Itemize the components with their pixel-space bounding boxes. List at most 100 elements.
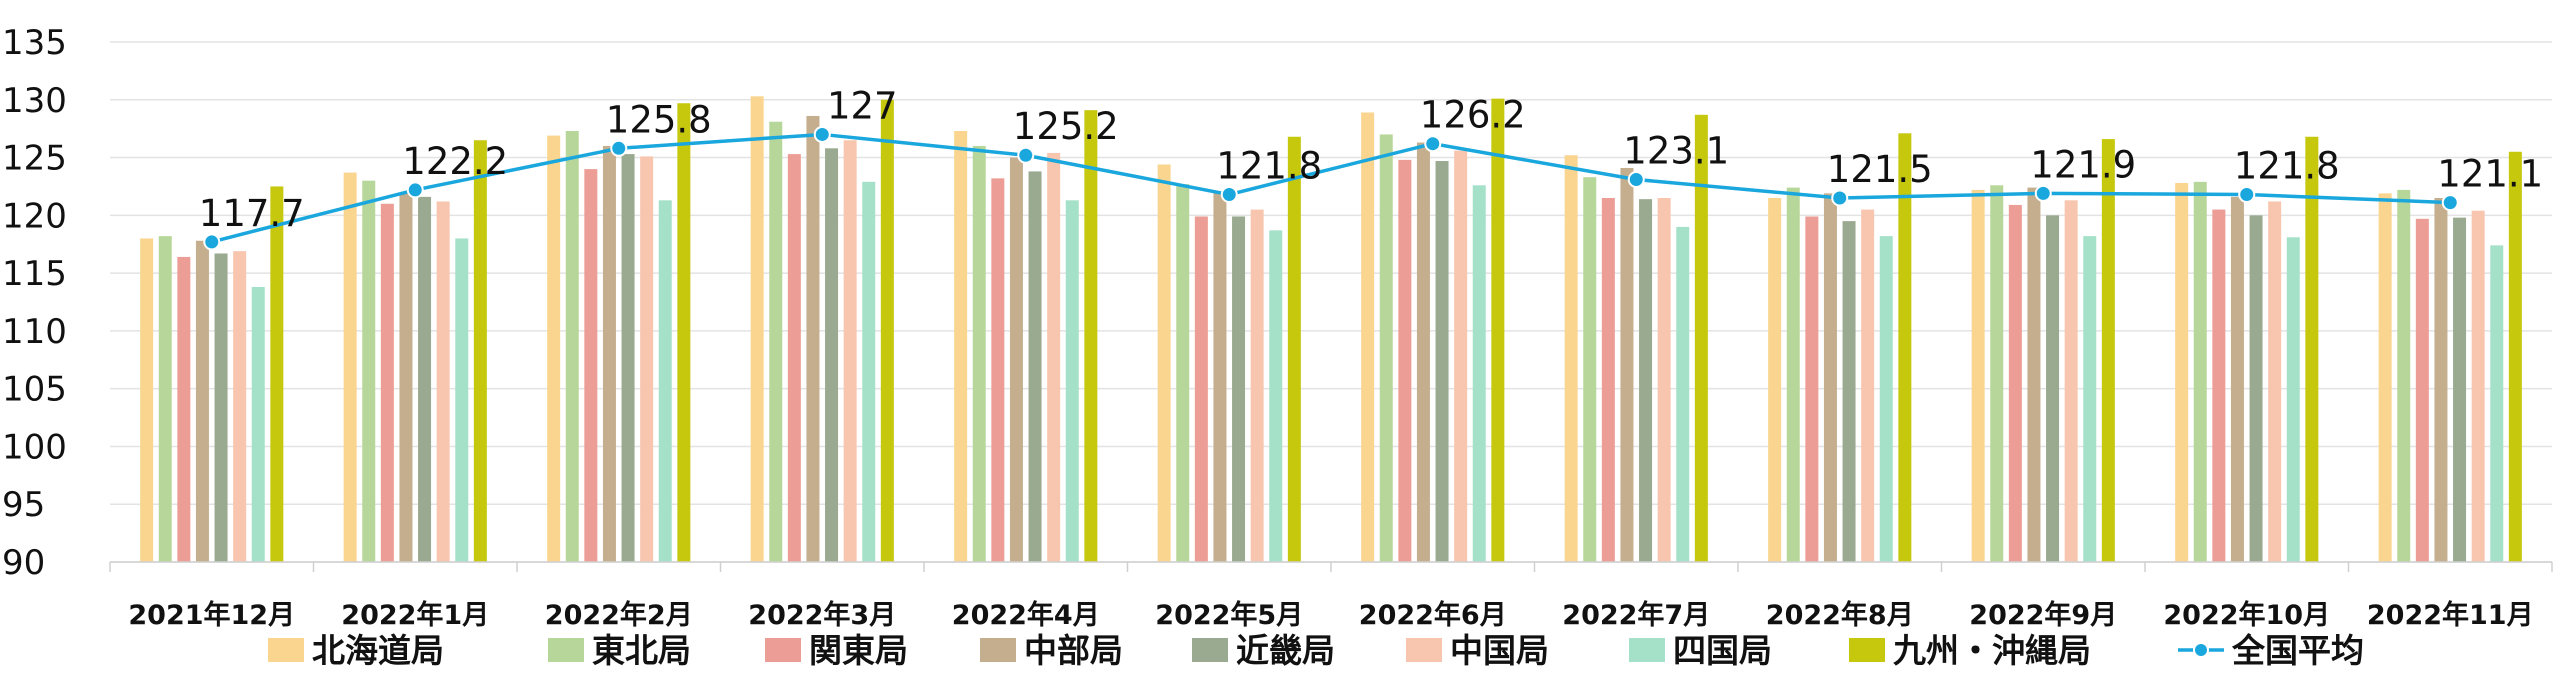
bar bbox=[1620, 167, 1634, 562]
bar bbox=[2508, 151, 2522, 562]
data-label: 127 bbox=[827, 84, 898, 127]
line-point bbox=[1220, 186, 1238, 204]
bar bbox=[1157, 164, 1171, 562]
bar bbox=[1213, 192, 1227, 562]
legend-label: 近畿局 bbox=[1236, 631, 1335, 670]
bar bbox=[1232, 216, 1246, 562]
bar bbox=[195, 240, 209, 562]
bar bbox=[1472, 185, 1486, 563]
bar bbox=[2046, 215, 2060, 563]
bar bbox=[214, 253, 228, 562]
bar bbox=[1176, 184, 1190, 562]
x-tick-label: 2022年9月 bbox=[1969, 599, 2117, 631]
bar bbox=[1694, 114, 1708, 563]
legend-swatch bbox=[548, 638, 584, 662]
bar bbox=[1250, 209, 1264, 563]
bar bbox=[2064, 200, 2078, 563]
grid-lines bbox=[110, 41, 2552, 563]
legend-label: 中部局 bbox=[1024, 631, 1123, 670]
bar bbox=[2286, 237, 2300, 563]
bar bbox=[1861, 209, 1875, 563]
y-tick-label: 130 bbox=[2, 81, 67, 121]
national-average-line bbox=[203, 125, 2459, 251]
bar bbox=[380, 203, 394, 562]
bar bbox=[140, 238, 154, 562]
bar bbox=[1971, 189, 1985, 562]
bar bbox=[251, 286, 265, 562]
line-point bbox=[610, 139, 628, 157]
x-tick-label: 2022年10月 bbox=[2163, 599, 2330, 631]
bar bbox=[640, 156, 654, 562]
bar bbox=[343, 172, 357, 563]
bar bbox=[621, 154, 635, 563]
data-label: 125.2 bbox=[1013, 105, 1119, 148]
bar bbox=[1454, 150, 1468, 562]
bar bbox=[1028, 171, 1042, 562]
bar bbox=[862, 181, 876, 563]
bar bbox=[270, 186, 284, 562]
x-tick-label: 2022年3月 bbox=[748, 599, 896, 631]
bar bbox=[1009, 157, 1023, 563]
line-point bbox=[1424, 135, 1442, 153]
bar bbox=[677, 103, 691, 562]
line-point bbox=[1831, 189, 1849, 207]
bar bbox=[991, 178, 1005, 562]
data-label: 121.5 bbox=[1827, 148, 1933, 191]
bar bbox=[1065, 200, 1079, 563]
x-tick-label: 2022年8月 bbox=[1766, 599, 1914, 631]
bar bbox=[1435, 161, 1449, 562]
bar bbox=[1583, 177, 1597, 562]
bar bbox=[2471, 210, 2485, 562]
bar bbox=[565, 130, 579, 562]
bar bbox=[769, 121, 783, 562]
x-tick-label: 2022年5月 bbox=[1155, 599, 1303, 631]
data-labels: 117.7 122.2 125.8 127 125.2 121.8 126.2 123.1 12… bbox=[199, 84, 2543, 234]
bar bbox=[750, 96, 764, 563]
x-tick-label: 2022年1月 bbox=[341, 599, 489, 631]
line-point bbox=[1627, 171, 1645, 189]
bar bbox=[658, 200, 672, 563]
x-axis: 2021年12月 2022年1月 2022年2月 2022年3月 2022年4月 2022… bbox=[109, 561, 2553, 631]
bar bbox=[2378, 193, 2392, 562]
line-point bbox=[813, 125, 831, 143]
data-label: 121.1 bbox=[2437, 153, 2543, 196]
line-point bbox=[406, 181, 424, 199]
bar bbox=[1601, 198, 1615, 562]
bar bbox=[2101, 139, 2115, 563]
x-tick-label: 2022年4月 bbox=[952, 599, 1100, 631]
bar bbox=[2490, 245, 2504, 562]
bar bbox=[1416, 142, 1430, 563]
bar bbox=[2397, 189, 2411, 562]
line-point bbox=[1017, 146, 1035, 164]
bar bbox=[1786, 187, 1800, 562]
bar bbox=[1990, 185, 2004, 563]
legend-label: 東北局 bbox=[592, 631, 691, 670]
data-label: 126.2 bbox=[1420, 94, 1526, 137]
line-point bbox=[2034, 184, 2052, 202]
bar bbox=[2230, 196, 2244, 562]
data-label: 121.8 bbox=[2234, 145, 2340, 188]
bar bbox=[1398, 159, 1412, 562]
bar bbox=[2305, 136, 2319, 562]
x-tick-label: 2022年11月 bbox=[2367, 599, 2534, 631]
bar bbox=[954, 130, 968, 562]
bar bbox=[843, 140, 857, 562]
bar bbox=[1657, 198, 1671, 562]
x-tick-label: 2022年2月 bbox=[545, 599, 693, 631]
legend-label: 北海道局 bbox=[312, 631, 444, 670]
bar bbox=[2212, 209, 2226, 563]
bar bbox=[2249, 215, 2263, 563]
legend-swatch bbox=[1192, 638, 1228, 662]
legend-swatch bbox=[765, 638, 801, 662]
bar bbox=[473, 140, 487, 562]
legend-label: 中国局 bbox=[1450, 631, 1549, 670]
bar bbox=[2268, 201, 2282, 562]
bar bbox=[177, 256, 191, 562]
bar bbox=[436, 201, 450, 562]
legend-marker bbox=[2193, 642, 2209, 658]
data-label: 123.1 bbox=[1623, 130, 1729, 173]
bar bbox=[418, 196, 432, 562]
bar bbox=[455, 238, 469, 562]
legend-label: 全国平均 bbox=[2231, 631, 2364, 670]
